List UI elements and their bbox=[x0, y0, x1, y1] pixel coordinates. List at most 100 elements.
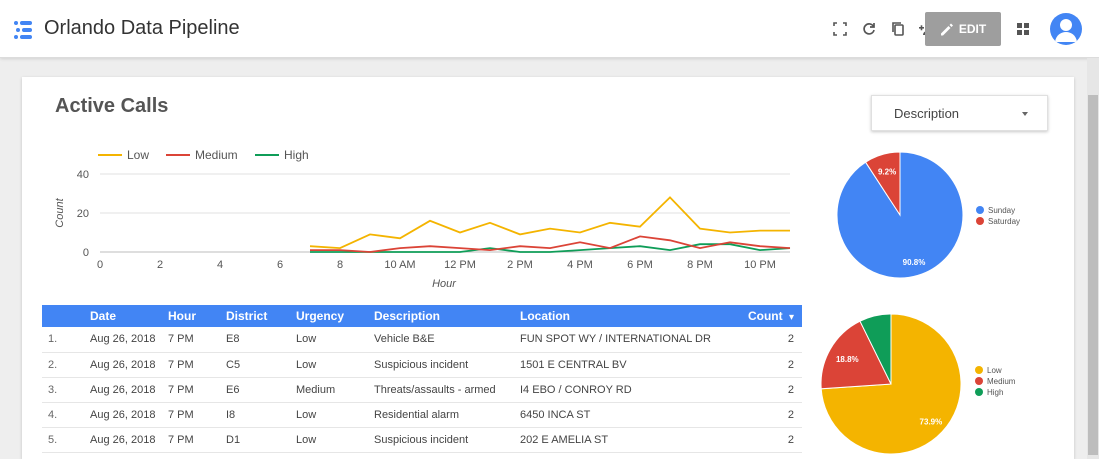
calls-table: Date Hour District Urgency Description L… bbox=[42, 305, 802, 453]
pie-slice-medium bbox=[820, 320, 892, 390]
cell-description: Suspicious incident bbox=[368, 427, 514, 453]
x-tick-label: 2 PM bbox=[507, 259, 533, 271]
legend-swatch bbox=[976, 217, 984, 225]
legend-label: High bbox=[987, 388, 1003, 397]
pie-slice-label: 18.8% bbox=[836, 355, 859, 364]
cell-location: 1501 E CENTRAL BV bbox=[514, 352, 728, 378]
cell-count: 2 bbox=[728, 327, 802, 353]
cell-hour: 7 PM bbox=[162, 327, 220, 353]
y-tick-label: 20 bbox=[77, 208, 89, 220]
table-row[interactable]: 5. Aug 26, 2018 7 PM D1 Low Suspicious i… bbox=[42, 427, 802, 453]
cell-urgency: Low bbox=[290, 327, 368, 353]
legend-label: High bbox=[284, 148, 309, 162]
x-tick-label: 10 AM bbox=[384, 259, 415, 271]
row-index: 5. bbox=[42, 427, 84, 453]
x-tick-label: 0 bbox=[97, 259, 103, 271]
column-header-location[interactable]: Location bbox=[514, 305, 728, 327]
pie-slice-sunday bbox=[836, 151, 964, 279]
cell-urgency: Low bbox=[290, 402, 368, 428]
cell-hour: 7 PM bbox=[162, 352, 220, 378]
table-row[interactable]: 2. Aug 26, 2018 7 PM C5 Low Suspicious i… bbox=[42, 352, 802, 378]
x-tick-label: 4 PM bbox=[567, 259, 593, 271]
dropdown-label: Description bbox=[894, 106, 960, 121]
legend-label: Medium bbox=[195, 148, 238, 162]
cell-district: C5 bbox=[220, 352, 290, 378]
legend-label: Saturday bbox=[988, 217, 1020, 226]
cell-count: 2 bbox=[728, 352, 802, 378]
cell-description: Residential alarm bbox=[368, 402, 514, 428]
edit-button-label: EDIT bbox=[958, 22, 987, 36]
cell-location: 6450 INCA ST bbox=[514, 402, 728, 428]
app-header: Orlando Data Pipeline EDIT bbox=[0, 0, 1099, 58]
column-header-count[interactable]: Count ▾ bbox=[728, 305, 802, 327]
cell-description: Suspicious incident bbox=[368, 352, 514, 378]
count-header-label: Count bbox=[747, 309, 783, 323]
description-filter-dropdown[interactable]: Description bbox=[871, 95, 1048, 131]
table-header-row: Date Hour District Urgency Description L… bbox=[42, 305, 802, 327]
cell-district: E6 bbox=[220, 377, 290, 403]
sort-descending-icon: ▾ bbox=[788, 312, 794, 323]
cell-urgency: Medium bbox=[290, 377, 368, 403]
cell-date: Aug 26, 2018 bbox=[84, 352, 162, 378]
cell-hour: 7 PM bbox=[162, 427, 220, 453]
column-header-hour[interactable]: Hour bbox=[162, 305, 220, 327]
series-line-medium bbox=[310, 235, 791, 253]
row-index: 1. bbox=[42, 327, 84, 353]
row-index: 2. bbox=[42, 352, 84, 378]
cell-district: E8 bbox=[220, 327, 290, 353]
pie-slice-high bbox=[859, 313, 892, 385]
column-header-district[interactable]: District bbox=[220, 305, 290, 327]
x-tick-label: 6 bbox=[277, 259, 283, 271]
row-index: 3. bbox=[42, 377, 84, 403]
legend-swatch bbox=[975, 377, 983, 385]
refresh-icon[interactable] bbox=[857, 17, 881, 41]
x-tick-label: 8 PM bbox=[687, 259, 713, 271]
cell-description: Vehicle B&E bbox=[368, 327, 514, 353]
cell-date: Aug 26, 2018 bbox=[84, 427, 162, 453]
pie-slice-saturday bbox=[864, 151, 901, 217]
cell-hour: 7 PM bbox=[162, 377, 220, 403]
table-row[interactable]: 1. Aug 26, 2018 7 PM E8 Low Vehicle B&E … bbox=[42, 327, 802, 353]
copy-icon[interactable] bbox=[886, 17, 910, 41]
fullscreen-icon[interactable] bbox=[828, 17, 852, 41]
table-row[interactable]: 4. Aug 26, 2018 7 PM I8 Low Residential … bbox=[42, 402, 802, 428]
cell-count: 2 bbox=[728, 377, 802, 403]
column-header-date[interactable]: Date bbox=[84, 305, 162, 327]
x-tick-label: 6 PM bbox=[627, 259, 653, 271]
table-row[interactable]: 3. Aug 26, 2018 7 PM E6 Medium Threats/a… bbox=[42, 377, 802, 403]
y-tick-label: 0 bbox=[83, 247, 89, 259]
cell-district: D1 bbox=[220, 427, 290, 453]
cell-location: FUN SPOT WY / INTERNATIONAL DR bbox=[514, 327, 728, 353]
pie-slice-label: 90.8% bbox=[903, 258, 926, 267]
legend-swatch bbox=[975, 388, 983, 396]
cell-district: I8 bbox=[220, 402, 290, 428]
report-title[interactable]: Orlando Data Pipeline bbox=[44, 17, 240, 39]
day-of-week-pie-chart: 90.8% 9.2% Sunday Saturday bbox=[836, 151, 1020, 279]
cell-date: Aug 26, 2018 bbox=[84, 377, 162, 403]
series-line-high bbox=[310, 243, 791, 253]
legend-swatch bbox=[976, 206, 984, 214]
y-axis-title: Count bbox=[54, 197, 66, 227]
cell-date: Aug 26, 2018 bbox=[84, 327, 162, 353]
column-header-description[interactable]: Description bbox=[368, 305, 514, 327]
x-tick-label: 10 PM bbox=[744, 259, 776, 271]
x-tick-label: 12 PM bbox=[444, 259, 476, 271]
x-tick-label: 2 bbox=[157, 259, 163, 271]
scrollbar-thumb[interactable] bbox=[1088, 95, 1098, 455]
avatar[interactable] bbox=[1050, 13, 1082, 45]
cell-date: Aug 26, 2018 bbox=[84, 402, 162, 428]
cell-location: 202 E AMELIA ST bbox=[514, 427, 728, 453]
cell-urgency: Low bbox=[290, 427, 368, 453]
y-tick-label: 40 bbox=[77, 169, 89, 181]
cell-description: Threats/assaults - armed bbox=[368, 377, 514, 403]
legend-label: Sunday bbox=[988, 206, 1015, 215]
header-index bbox=[42, 305, 84, 327]
apps-grid-icon[interactable] bbox=[1011, 17, 1035, 41]
column-header-urgency[interactable]: Urgency bbox=[290, 305, 368, 327]
edit-button[interactable]: EDIT bbox=[925, 12, 1001, 46]
legend-label: Medium bbox=[987, 377, 1016, 386]
data-studio-logo-icon[interactable] bbox=[12, 20, 34, 40]
caret-down-icon bbox=[1022, 112, 1028, 116]
x-tick-label: 4 bbox=[217, 259, 223, 271]
pie-slice-label: 73.9% bbox=[920, 417, 943, 426]
